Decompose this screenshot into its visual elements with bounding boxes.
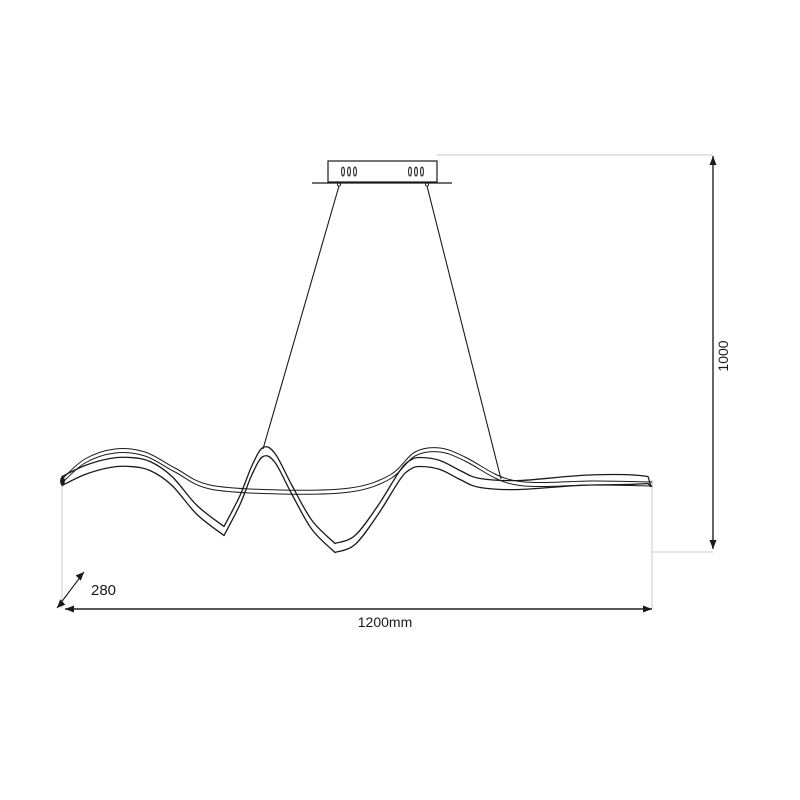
svg-text:280: 280 (91, 582, 116, 599)
svg-text:1000: 1000 (715, 340, 731, 371)
svg-text:1200mm: 1200mm (358, 614, 412, 630)
